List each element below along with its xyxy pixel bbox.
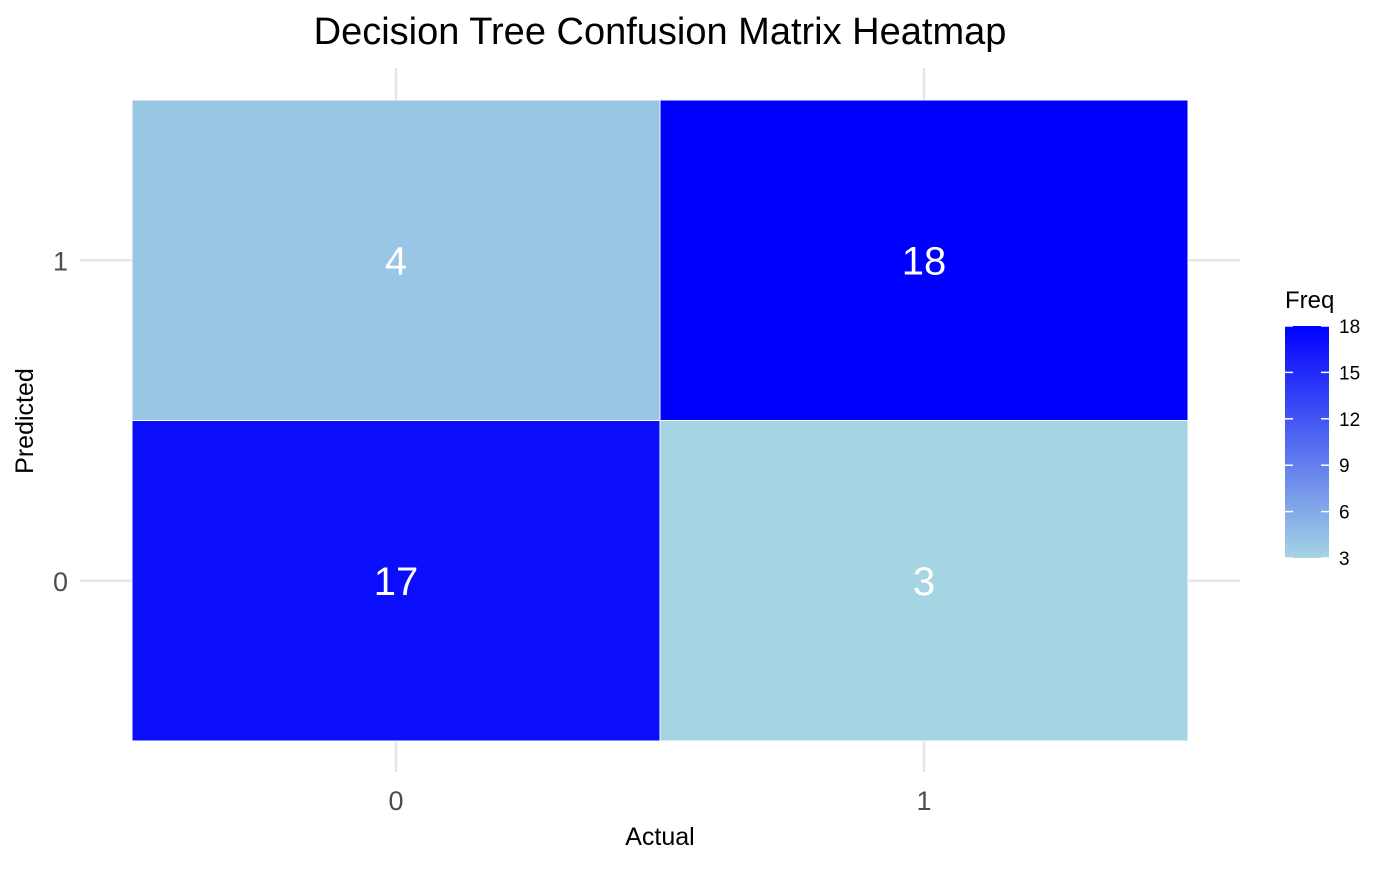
legend-ticks: 3 6 9 12 15 18 xyxy=(1285,317,1360,570)
legend-tick-label: 9 xyxy=(1339,456,1350,477)
heatmap-cell xyxy=(659,420,1189,742)
cell-value-label: 4 xyxy=(385,239,407,283)
chart-title: Decision Tree Confusion Matrix Heatmap xyxy=(314,11,1007,53)
y-axis-label: Predicted xyxy=(11,368,39,474)
y-tick-label: 0 xyxy=(53,567,68,597)
cell-value-label: 3 xyxy=(913,560,935,604)
legend-tick-label: 3 xyxy=(1339,549,1350,570)
legend-title: Freq xyxy=(1285,287,1334,314)
legend-colorbar xyxy=(1285,326,1329,558)
heatmap-cell xyxy=(131,420,661,742)
color-legend: Freq 3 6 9 12 15 18 xyxy=(1285,287,1360,570)
x-axis-label: Actual xyxy=(625,823,694,851)
heatmap-cell xyxy=(131,99,661,421)
x-tick-label: 1 xyxy=(916,786,931,816)
legend-tick-label: 15 xyxy=(1339,363,1360,384)
legend-tick-label: 6 xyxy=(1339,503,1350,524)
legend-tick-label: 12 xyxy=(1339,410,1360,431)
heatmap-cell xyxy=(659,99,1189,421)
axes: 0 1 0 1 xyxy=(53,246,932,816)
y-tick-label: 1 xyxy=(53,246,68,276)
cell-value-label: 17 xyxy=(374,560,419,604)
heatmap-cells xyxy=(131,99,1189,742)
legend-tick-label: 18 xyxy=(1339,317,1360,338)
cell-value-label: 18 xyxy=(902,239,947,283)
cell-labels: 17 3 4 18 xyxy=(374,239,947,604)
x-tick-label: 0 xyxy=(388,786,403,816)
